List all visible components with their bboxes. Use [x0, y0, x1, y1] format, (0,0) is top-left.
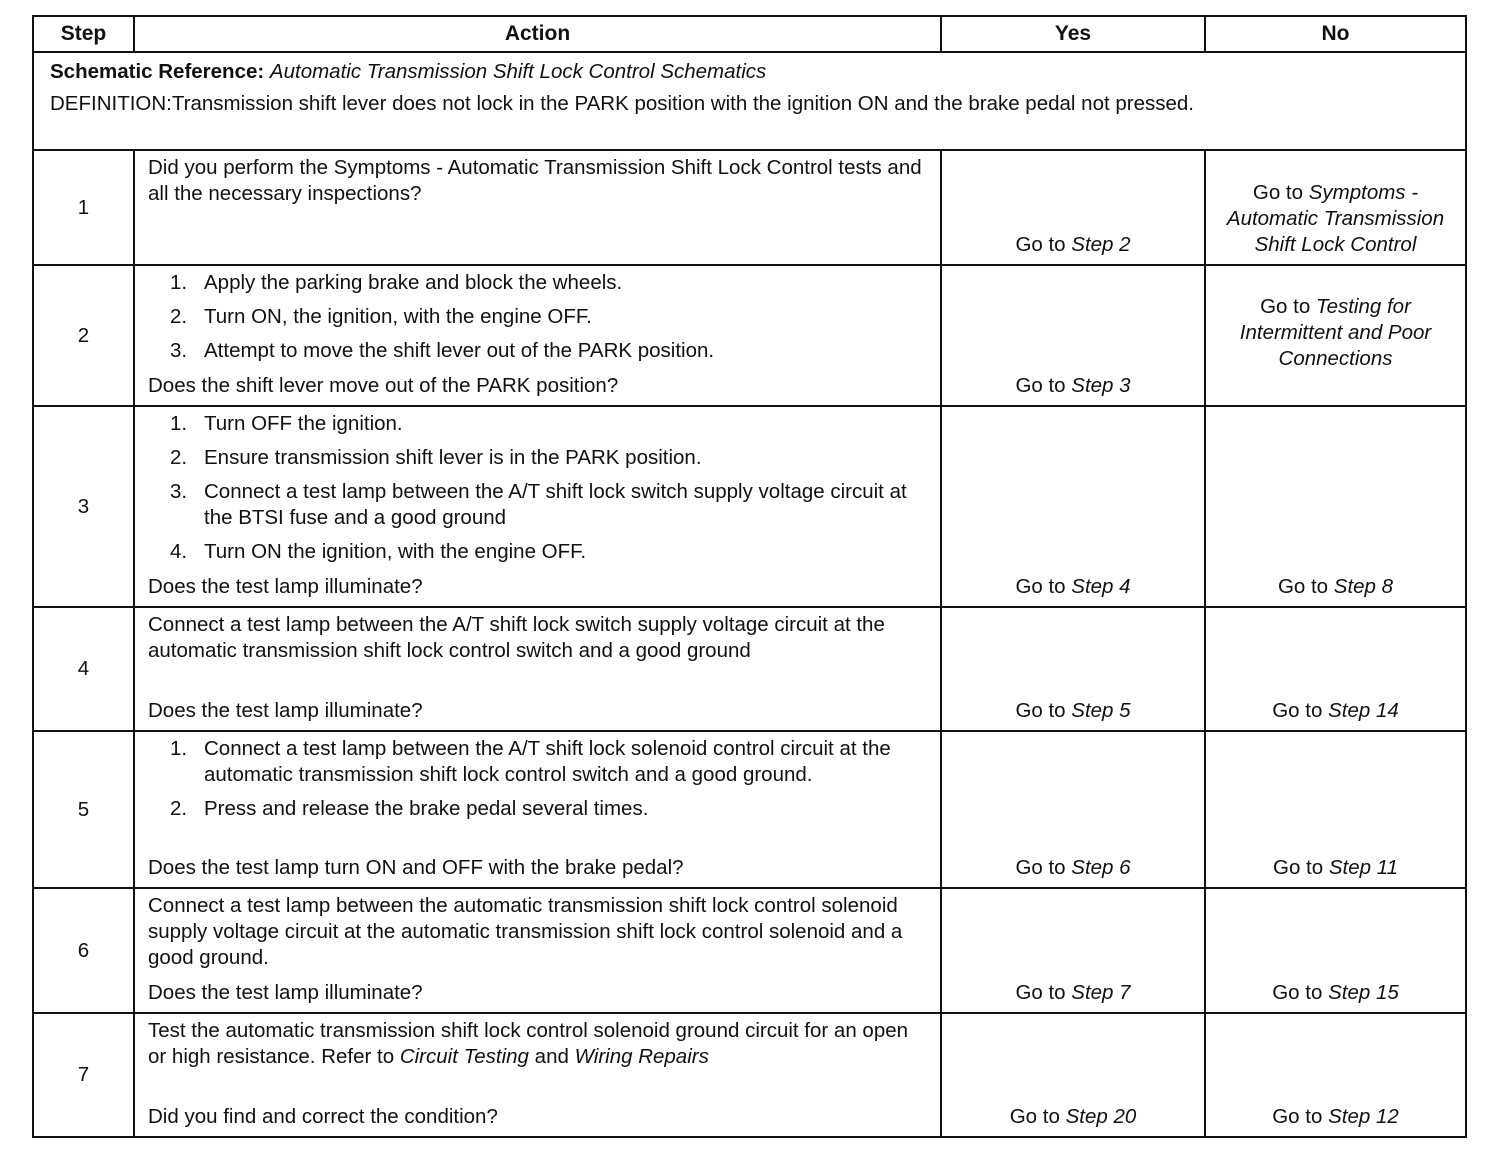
no-cell: Go to Step 15 — [1204, 887, 1467, 1014]
action-step: 2. Turn ON, the ignition, with the engine… — [170, 305, 592, 328]
yes-cell: Go to Step 5 — [940, 606, 1206, 732]
yes-cell: Go to Step 2 — [940, 149, 1206, 266]
action-step: 1. Apply the parking brake and block the … — [170, 271, 623, 294]
yes-cell: Go to Step 20 — [940, 1012, 1206, 1138]
step-number: 2 — [32, 264, 135, 407]
reference-link[interactable]: Circuit Testing — [399, 1045, 529, 1068]
step-number: 3 — [32, 405, 135, 608]
no-target-link[interactable]: Step 12 — [1328, 1105, 1399, 1128]
action-text: Connect a test lamp between the A/T shif… — [148, 613, 885, 662]
no-target-link[interactable]: Step 14 — [1328, 699, 1399, 722]
no-target-link[interactable]: Symptoms - Automatic Transmission Shift … — [1226, 181, 1445, 256]
yes-cell: Go to Step 4 — [940, 405, 1206, 608]
yes-target-link[interactable]: Step 7 — [1071, 981, 1131, 1004]
question: Does the test lamp illuminate? — [148, 981, 423, 1004]
step-number: 5 — [32, 730, 135, 889]
yes-cell: Go to Step 7 — [940, 887, 1206, 1014]
question: Does the test lamp turn ON and OFF with … — [148, 856, 684, 879]
header-row: Step Action Yes No — [32, 15, 1467, 53]
step-number: 1 — [32, 149, 135, 266]
action-step: 1. Connect a test lamp between the A/T sh… — [170, 737, 891, 786]
diagnostic-table: Step Action Yes No Schematic Reference: … — [32, 15, 1467, 1138]
action-step: 1. Turn OFF the ignition. — [170, 412, 403, 435]
schematic-row: Schematic Reference: Automatic Transmiss… — [32, 51, 1467, 151]
step-row: 7 Test the automatic transmission shift l… — [32, 1012, 1467, 1138]
step-number: 4 — [32, 606, 135, 732]
action-step: 3. Connect a test lamp between the A/T sh… — [170, 480, 907, 529]
yes-cell: Go to Step 6 — [940, 730, 1206, 889]
step-row: 5 1. Connect a test lamp between the A/T s… — [32, 730, 1467, 889]
schematic-label: Schematic Reference: — [50, 60, 265, 83]
question: Does the test lamp illuminate? — [148, 575, 423, 598]
no-cell: Go to Testing for Intermittent and Poor … — [1204, 264, 1467, 407]
action-text: and — [534, 1045, 569, 1068]
step-row: 6 Connect a test lamp between the automat… — [32, 887, 1467, 1014]
action-steps: 1. Apply the parking brake and block the … — [148, 270, 928, 364]
no-cell: Go to Step 14 — [1204, 606, 1467, 732]
action-cell: 1. Apply the parking brake and block the … — [133, 264, 942, 407]
yes-cell: Go to Step 3 — [940, 264, 1206, 407]
step-row: 4 Connect a test lamp between the A/T shi… — [32, 606, 1467, 732]
action-step: 2. Ensure transmission shift lever is in … — [170, 446, 702, 469]
header-action: Action — [133, 15, 942, 53]
no-cell: Go to Step 12 — [1204, 1012, 1467, 1138]
no-cell: Go to Symptoms - Automatic Transmission … — [1204, 149, 1467, 266]
no-cell: Go to Step 11 — [1204, 730, 1467, 889]
action-cell: 1. Connect a test lamp between the A/T sh… — [133, 730, 942, 889]
yes-target-link[interactable]: Step 2 — [1071, 233, 1131, 256]
yes-target-link[interactable]: Step 5 — [1071, 699, 1131, 722]
question: Did you find and correct the condition? — [148, 1105, 498, 1128]
action-text: Did you perform the Symptoms - Automatic… — [148, 156, 922, 205]
action-text: Test the automatic transmission shift lo… — [148, 1019, 909, 1068]
no-target-link[interactable]: Step 11 — [1328, 856, 1398, 879]
step-row: 2 1. Apply the parking brake and block the… — [32, 264, 1467, 407]
step-row: 3 1. Turn OFF the ignition. 2. Ensure transm… — [32, 405, 1467, 608]
action-cell: Test the automatic transmission shift lo… — [133, 1012, 942, 1138]
step-number: 6 — [32, 887, 135, 1014]
step-number: 7 — [32, 1012, 135, 1138]
action-cell: Connect a test lamp between the automati… — [133, 887, 942, 1014]
reference-link[interactable]: Wiring Repairs — [574, 1045, 709, 1068]
header-step: Step — [32, 15, 135, 53]
no-target-link[interactable]: Step 15 — [1328, 981, 1399, 1004]
question: Does the shift lever move out of the PAR… — [148, 374, 619, 397]
yes-target-link[interactable]: Step 20 — [1065, 1105, 1137, 1128]
yes-target-link[interactable]: Step 3 — [1071, 374, 1131, 397]
action-step: 4. Turn ON the ignition, with the engine … — [170, 540, 587, 563]
header-no: No — [1204, 15, 1467, 53]
schematic-cell: Schematic Reference: Automatic Transmiss… — [32, 51, 1467, 151]
question: Does the test lamp illuminate? — [148, 699, 423, 722]
yes-target-link[interactable]: Step 4 — [1071, 575, 1131, 598]
no-target-link[interactable]: Testing for Intermittent and Poor Connec… — [1239, 295, 1432, 370]
schematic-value: Automatic Transmission Shift Lock Contro… — [269, 60, 767, 83]
no-target-link[interactable]: Step 8 — [1333, 575, 1394, 598]
action-text: Connect a test lamp between the automati… — [148, 894, 903, 969]
action-cell: 1. Turn OFF the ignition. 2. Ensure transmi… — [133, 405, 942, 608]
step-row: 1 Did you perform the Symptoms - Automati… — [32, 149, 1467, 266]
no-cell: Go to Step 8 — [1204, 405, 1467, 608]
action-cell: Did you perform the Symptoms - Automatic… — [133, 149, 942, 266]
action-cell: Connect a test lamp between the A/T shif… — [133, 606, 942, 732]
action-steps: 1. Turn OFF the ignition. 2. Ensure transmi… — [148, 411, 928, 565]
yes-target-link[interactable]: Step 6 — [1071, 856, 1131, 879]
header-yes: Yes — [940, 15, 1206, 53]
action-step: 3. Attempt to move the shift lever out of… — [170, 339, 715, 362]
action-steps: 1. Connect a test lamp between the A/T sh… — [148, 736, 928, 822]
action-step: 2. Press and release the brake pedal seve… — [170, 797, 649, 820]
definition: DEFINITION:Transmission shift lever does… — [50, 92, 1194, 115]
